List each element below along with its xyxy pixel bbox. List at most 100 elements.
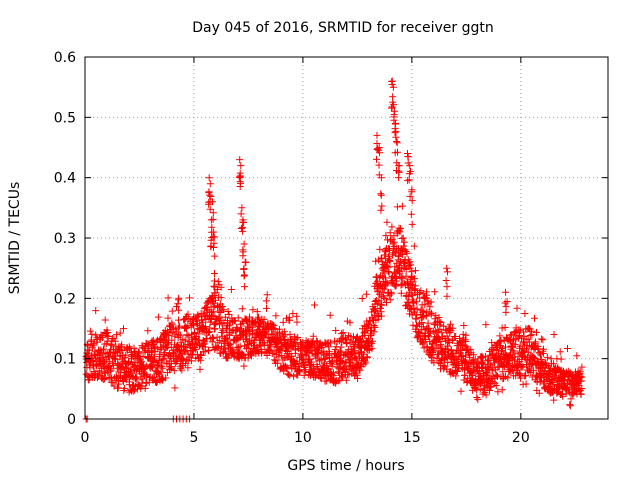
data-point	[485, 366, 493, 373]
data-point	[184, 364, 192, 372]
data-point	[310, 364, 318, 372]
y-tick-label: 0.3	[54, 231, 76, 247]
data-point	[290, 372, 298, 380]
data-point	[452, 372, 460, 380]
data-point	[404, 177, 412, 185]
data-point	[139, 375, 147, 383]
y-tick-label: 0.1	[54, 352, 76, 368]
y-tick-label: 0.6	[54, 50, 76, 66]
data-point	[446, 320, 454, 328]
data-point	[539, 336, 547, 344]
data-point	[395, 167, 403, 175]
data-point	[356, 366, 364, 374]
data-point	[384, 268, 392, 275]
data-point	[235, 355, 243, 362]
data-point	[219, 303, 227, 310]
data-point	[462, 331, 470, 339]
data-point	[337, 343, 345, 351]
data-point	[386, 229, 394, 237]
data-point	[104, 333, 112, 340]
data-point	[397, 289, 405, 297]
data-point	[566, 401, 574, 409]
data-point	[385, 269, 393, 277]
data-point	[211, 277, 218, 285]
data-point	[426, 328, 434, 336]
data-point	[139, 353, 147, 360]
data-point	[92, 307, 100, 315]
data-point	[223, 335, 231, 343]
data-point	[206, 205, 214, 213]
data-point	[205, 188, 213, 196]
data-point	[400, 242, 408, 250]
data-point	[397, 258, 405, 265]
data-point	[99, 334, 106, 342]
data-point	[449, 324, 457, 332]
data-point	[238, 350, 246, 358]
data-point	[272, 312, 280, 320]
data-point	[270, 356, 278, 364]
data-point	[460, 322, 468, 329]
data-point	[244, 341, 252, 349]
data-point	[461, 371, 469, 379]
data-point	[100, 345, 107, 353]
data-point	[399, 251, 407, 258]
data-point	[501, 324, 509, 331]
data-point	[422, 312, 430, 320]
data-point	[383, 299, 390, 306]
data-point	[391, 120, 399, 128]
data-point	[348, 337, 356, 345]
data-point	[492, 372, 500, 380]
data-point	[208, 308, 216, 316]
data-point	[535, 389, 543, 397]
data-point	[141, 384, 149, 392]
data-point	[181, 336, 189, 344]
data-point	[292, 335, 300, 343]
data-point	[469, 351, 477, 359]
data-point	[414, 334, 422, 342]
data-point	[205, 347, 213, 355]
data-point	[241, 283, 249, 291]
data-point	[145, 378, 153, 386]
data-point	[378, 301, 386, 309]
data-point	[233, 344, 241, 352]
data-point	[430, 347, 438, 355]
data-point	[322, 377, 330, 385]
data-point	[131, 386, 138, 394]
data-point	[375, 313, 382, 321]
data-point	[514, 333, 522, 341]
data-point	[143, 340, 151, 348]
data-point	[363, 354, 371, 362]
data-point	[279, 318, 287, 326]
y-tick-label: 0	[67, 412, 76, 428]
data-point	[526, 332, 534, 339]
data-point	[178, 366, 186, 374]
data-point	[170, 367, 178, 375]
data-point	[260, 315, 268, 323]
data-point	[388, 78, 396, 85]
data-point	[226, 321, 234, 329]
data-point	[208, 223, 216, 231]
data-point	[222, 349, 229, 357]
data-point	[376, 149, 384, 157]
data-point	[140, 361, 148, 369]
data-point	[375, 296, 383, 304]
data-point	[507, 365, 515, 373]
data-point	[194, 311, 202, 319]
data-point	[410, 286, 418, 294]
data-point	[380, 285, 388, 293]
data-point	[231, 317, 239, 325]
data-point	[390, 238, 398, 246]
data-point	[407, 210, 415, 218]
data-point	[174, 300, 182, 308]
data-point	[350, 347, 358, 355]
data-point	[209, 198, 216, 206]
data-point	[195, 330, 203, 338]
data-point	[220, 319, 228, 327]
data-point	[107, 366, 115, 374]
data-point	[107, 340, 115, 348]
data-point	[159, 364, 167, 372]
data-point	[499, 345, 506, 352]
data-point	[87, 336, 95, 344]
data-point	[175, 296, 182, 304]
data-point	[159, 355, 167, 363]
